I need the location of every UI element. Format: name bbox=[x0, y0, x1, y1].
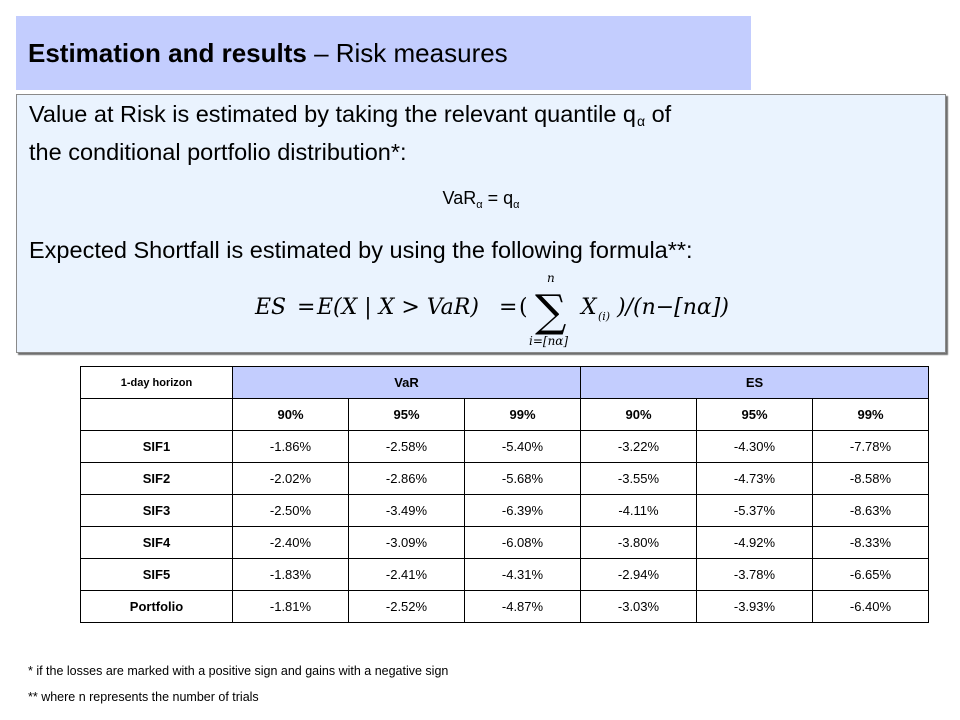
quantile-subscript: α bbox=[636, 113, 646, 129]
var-eq-left: VaR bbox=[442, 188, 477, 208]
value-cell: -3.09% bbox=[348, 526, 465, 559]
value-cell: -2.52% bbox=[348, 590, 465, 623]
sum-upper-limit: n bbox=[547, 271, 555, 285]
value-cell: -8.33% bbox=[812, 526, 929, 559]
row-label: SIF4 bbox=[80, 526, 233, 559]
value-cell: -3.78% bbox=[696, 558, 813, 591]
title-rest: – Risk measures bbox=[306, 38, 508, 68]
es-definition-line: Expected Shortfall is estimated by using… bbox=[29, 237, 693, 263]
sum-sign-icon: ∑ bbox=[535, 286, 566, 337]
var-equation: VaRα = qα bbox=[17, 186, 945, 213]
value-cell: -6.08% bbox=[464, 526, 581, 559]
table-row: SIF1 -1.86% -2.58% -5.40% -3.22% -4.30% -7.78% bbox=[80, 430, 929, 463]
formula-lhs: ES bbox=[254, 295, 286, 320]
conf-level-cell: 99% bbox=[812, 398, 929, 431]
slide-title: Estimation and results – Risk measures bbox=[28, 37, 508, 69]
value-cell: -7.78% bbox=[812, 430, 929, 463]
title-bold: Estimation and results bbox=[28, 38, 307, 68]
value-cell: -2.40% bbox=[232, 526, 349, 559]
value-cell: -8.58% bbox=[812, 462, 929, 495]
value-cell: -3.93% bbox=[696, 590, 813, 623]
value-cell: -4.31% bbox=[464, 558, 581, 591]
sum-lower-limit: i=[nα] bbox=[529, 334, 568, 348]
table-row: SIF3 -2.50% -3.49% -6.39% -4.11% -5.37% -8.63% bbox=[80, 494, 929, 527]
row-label: SIF5 bbox=[80, 558, 233, 591]
footnote-1: * if the losses are marked with a positi… bbox=[28, 664, 449, 678]
value-cell: -6.39% bbox=[464, 494, 581, 527]
empty-cell bbox=[80, 398, 233, 431]
var-eq-subscript: α bbox=[476, 199, 483, 211]
conf-level-cell: 90% bbox=[580, 398, 697, 431]
conf-level-cell: 95% bbox=[348, 398, 465, 431]
value-cell: -2.94% bbox=[580, 558, 697, 591]
var-eq-subscript2: α bbox=[513, 199, 520, 211]
var-eq-mid: = q bbox=[482, 188, 514, 208]
conf-level-cell: 95% bbox=[696, 398, 813, 431]
value-cell: -5.68% bbox=[464, 462, 581, 495]
row-label: SIF2 bbox=[80, 462, 233, 495]
value-cell: -2.86% bbox=[348, 462, 465, 495]
footnote-2: ** where n represents the number of tria… bbox=[28, 690, 259, 704]
conf-level-cell: 90% bbox=[232, 398, 349, 431]
explanation-box: Value at Risk is estimated by taking the… bbox=[16, 94, 946, 353]
var-definition-line2: the conditional portfolio distribution*: bbox=[29, 139, 407, 165]
formula-eq1: = bbox=[297, 295, 315, 320]
var-definition-line1: Value at Risk is estimated by taking the… bbox=[29, 99, 671, 132]
formula-expectation: E(X | X > VaR) bbox=[316, 295, 479, 320]
value-cell: -4.73% bbox=[696, 462, 813, 495]
value-cell: -1.83% bbox=[232, 558, 349, 591]
value-cell: -2.41% bbox=[348, 558, 465, 591]
row-label: SIF3 bbox=[80, 494, 233, 527]
formula-term: X bbox=[579, 295, 598, 320]
title-bar: Estimation and results – Risk measures bbox=[16, 16, 751, 90]
value-cell: -2.02% bbox=[232, 462, 349, 495]
table-row: SIF5 -1.83% -2.41% -4.31% -2.94% -3.78% -6.65% bbox=[80, 558, 929, 591]
value-cell: -3.03% bbox=[580, 590, 697, 623]
value-cell: -1.86% bbox=[232, 430, 349, 463]
var-line1-end: of bbox=[645, 101, 672, 127]
formula-open-paren: ( bbox=[519, 295, 528, 320]
table-row: SIF2 -2.02% -2.86% -5.68% -3.55% -4.73% -8.58% bbox=[80, 462, 929, 495]
table-header-row: 1-day horizon VaR ES bbox=[80, 366, 929, 399]
value-cell: -8.63% bbox=[812, 494, 929, 527]
value-cell: -5.40% bbox=[464, 430, 581, 463]
value-cell: -3.55% bbox=[580, 462, 697, 495]
risk-measures-table: 1-day horizon VaR ES 90% 95% 99% 90% 95%… bbox=[80, 366, 929, 623]
value-cell: -5.37% bbox=[696, 494, 813, 527]
value-cell: -2.50% bbox=[232, 494, 349, 527]
value-cell: -2.58% bbox=[348, 430, 465, 463]
table-row: Portfolio -1.81% -2.52% -4.87% -3.03% -3.93% -… bbox=[80, 590, 929, 623]
row-label: Portfolio bbox=[80, 590, 233, 623]
var-line1-text: Value at Risk is estimated by taking the… bbox=[29, 101, 636, 127]
value-cell: -4.30% bbox=[696, 430, 813, 463]
value-cell: -4.11% bbox=[580, 494, 697, 527]
value-cell: -6.65% bbox=[812, 558, 929, 591]
conf-level-cell: 99% bbox=[464, 398, 581, 431]
formula-eq2: = bbox=[499, 295, 517, 320]
value-cell: -4.92% bbox=[696, 526, 813, 559]
corner-label: 1-day horizon bbox=[80, 366, 233, 399]
value-cell: -4.87% bbox=[464, 590, 581, 623]
value-cell: -1.81% bbox=[232, 590, 349, 623]
value-cell: -3.22% bbox=[580, 430, 697, 463]
formula-term-subscript: (i) bbox=[598, 310, 610, 323]
row-label: SIF1 bbox=[80, 430, 233, 463]
group-header-var: VaR bbox=[232, 366, 581, 399]
formula-denominator: )/(n−[nα]) bbox=[616, 295, 729, 320]
value-cell: -3.80% bbox=[580, 526, 697, 559]
confidence-level-row: 90% 95% 99% 90% 95% 99% bbox=[80, 398, 929, 431]
value-cell: -6.40% bbox=[812, 590, 929, 623]
value-cell: -3.49% bbox=[348, 494, 465, 527]
table-row: SIF4 -2.40% -3.09% -6.08% -3.80% -4.92% -8.33% bbox=[80, 526, 929, 559]
group-header-es: ES bbox=[580, 366, 929, 399]
es-formula: ES = E(X | X > VaR) = ( ∑ n i=[nα] X (i)… bbox=[254, 271, 729, 348]
